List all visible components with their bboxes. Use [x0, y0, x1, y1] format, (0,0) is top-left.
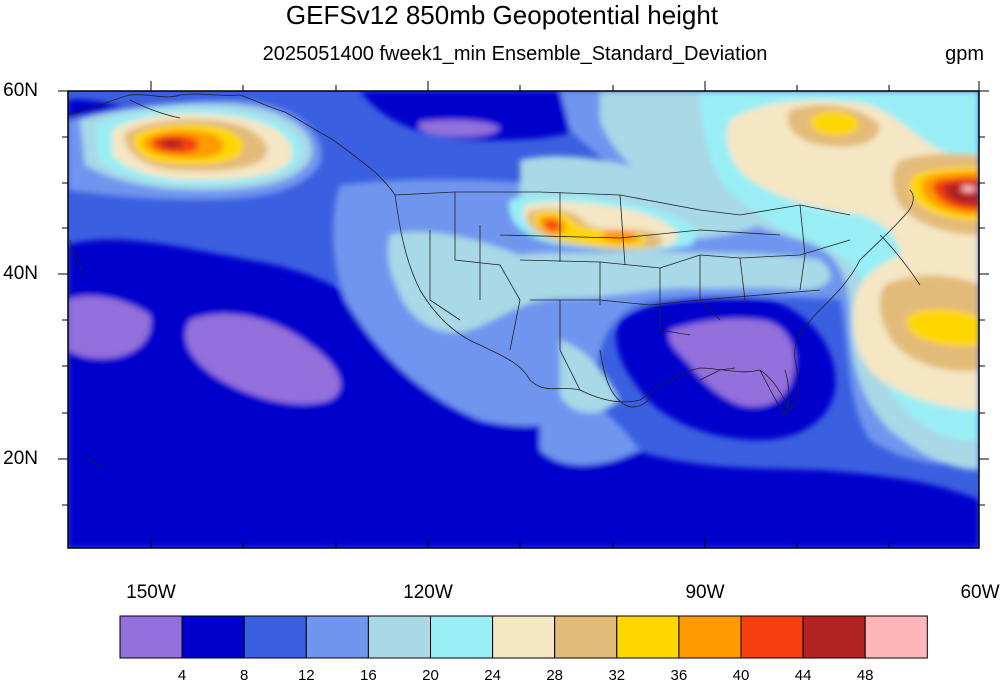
- colorbar-tick-label: 28: [546, 667, 564, 684]
- colorbar-swatch: [864, 615, 928, 659]
- colorbar-tick-label: 8: [240, 667, 249, 684]
- coastlines: [68, 93, 921, 469]
- colorbar: [119, 615, 928, 659]
- colorbar-swatch: [554, 615, 618, 659]
- colorbar-swatch: [430, 615, 494, 659]
- colorbar-swatch: [492, 615, 556, 659]
- lon-label-90w: 90W: [685, 582, 725, 603]
- contour-band-max: [961, 185, 976, 193]
- colorbar-swatch: [616, 615, 680, 659]
- lon-label-120w: 120W: [403, 582, 453, 603]
- contour-field: [68, 91, 979, 548]
- contour-band-36: [906, 309, 979, 347]
- contour-band-44: [545, 219, 560, 231]
- colorbar-swatch: [305, 615, 369, 659]
- colorbar-swatch: [367, 615, 431, 659]
- map-subtitle: 2025051400 fweek1_min Ensemble_Standard_…: [262, 43, 768, 65]
- colorbar-swatch: [678, 615, 742, 659]
- contour-band-20: [388, 231, 831, 333]
- colorbar-swatch: [243, 615, 307, 659]
- units-label: gpm: [945, 43, 984, 65]
- lat-label-20n: 20N: [3, 448, 38, 469]
- colorbar-tick-label: 36: [670, 667, 688, 684]
- colorbar-swatch: [181, 615, 245, 659]
- colorbar-swatch: [740, 615, 804, 659]
- colorbar-tick-label: 48: [856, 667, 874, 684]
- colorbar-tick-label: 32: [608, 667, 626, 684]
- colorbar-tick-label: 16: [360, 667, 377, 684]
- contour-band-48: [160, 139, 184, 148]
- colorbar-tick-label: 12: [297, 667, 315, 684]
- colorbar-tick-label: 24: [484, 667, 501, 684]
- axis-ticks: [58, 81, 989, 548]
- contour-band-4: [668, 318, 795, 407]
- lat-label-40n: 40N: [3, 263, 38, 284]
- contour-band-4: [185, 314, 341, 405]
- colorbar-tick-label: 40: [732, 667, 750, 684]
- contour-band-36: [810, 111, 860, 136]
- colorbar-tick-label: 4: [177, 667, 187, 684]
- contour-band-4: [68, 295, 151, 359]
- lon-label-60w: 60W: [960, 582, 1000, 603]
- contour-band-40: [601, 230, 640, 243]
- contour-band-20: [560, 340, 620, 413]
- colorbar-tick-label: 44: [794, 667, 812, 684]
- lat-label-60n: 60N: [3, 80, 38, 101]
- lon-label-150w: 150W: [126, 582, 176, 603]
- colorbar-tick-label: 20: [422, 667, 439, 684]
- colorbar-swatch: [119, 615, 183, 659]
- contour-band-4: [418, 120, 500, 137]
- colorbar-swatch: [802, 615, 866, 659]
- map-title: GEFSv12 850mb Geopotential height: [285, 0, 719, 30]
